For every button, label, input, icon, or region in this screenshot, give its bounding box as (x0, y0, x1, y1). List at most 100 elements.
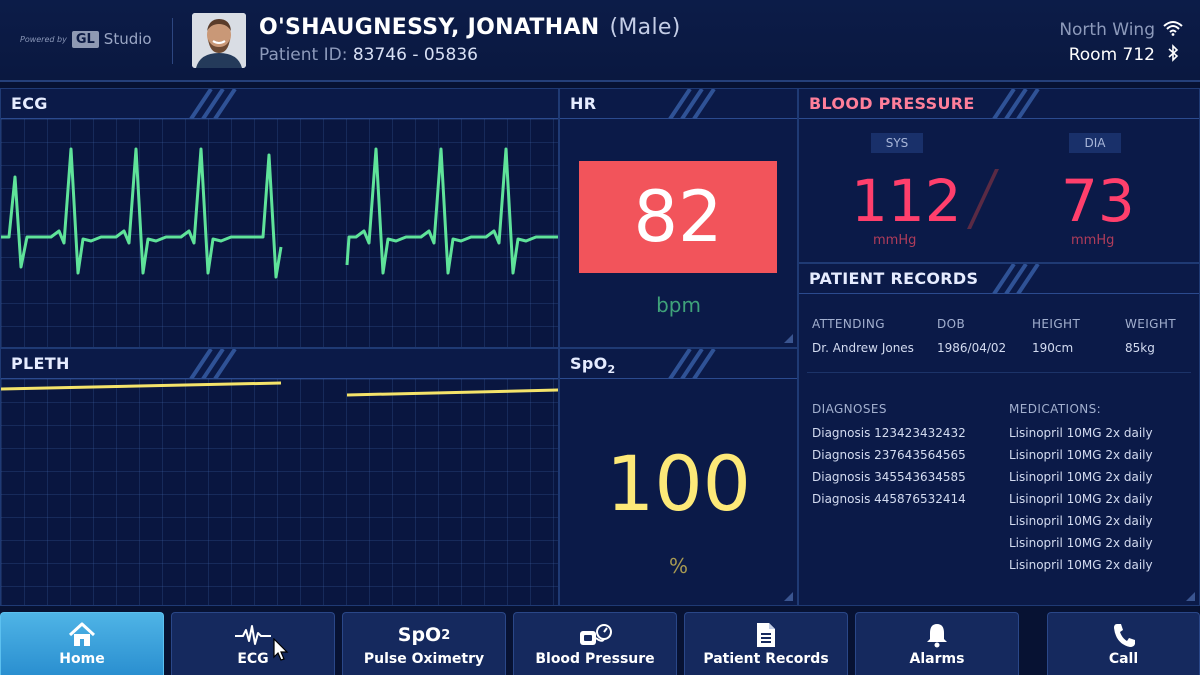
powered-by-text: Powered by (20, 34, 67, 44)
medication-item: Lisinopril 10MG 2x daily (1009, 492, 1153, 506)
patient-avatar (192, 13, 246, 68)
header-stripes-decoration (189, 89, 237, 119)
attending-value: Dr. Andrew Jones (812, 341, 914, 355)
attending-label: ATTENDING (812, 317, 885, 331)
nav-blood-pressure-label: Blood Pressure (535, 651, 655, 667)
patient-records-panel-title: PATIENT RECORDS (809, 269, 979, 288)
nav-pulse-oximetry-button[interactable]: SpO 2 Pulse Oximetry (342, 612, 506, 675)
spo2-title-subscript: 2 (607, 363, 616, 376)
dob-label: DOB (937, 317, 966, 331)
spo2-title-main: SpO (570, 354, 608, 373)
nav-call-label: Call (1108, 651, 1139, 667)
diagnoses-label: DIAGNOSES (812, 402, 887, 416)
header-stripes-decoration (668, 349, 716, 379)
nav-blood-pressure-button[interactable]: Blood Pressure (513, 612, 677, 675)
systolic-unit: mmHg (873, 233, 917, 248)
bluetooth-icon (1168, 44, 1179, 62)
patient-name-text: O'SHAUGNESSY, JONATHAN (259, 15, 600, 40)
hr-panel-header: HR (560, 89, 797, 119)
spo2-value: 100 (605, 439, 752, 528)
pleth-grid (1, 379, 558, 605)
pleth-waveform (1, 381, 558, 397)
spo2-panel-header: SpO2 (560, 349, 797, 379)
ecg-grid (1, 119, 558, 347)
spo2-icon: SpO 2 (398, 621, 450, 649)
gl-logo-mark: GL (71, 30, 99, 48)
pleth-panel-header: PLETH (1, 349, 558, 379)
location-wing: North Wing (1059, 20, 1155, 40)
bp-slash-divider (967, 169, 999, 229)
spo2-unit: % (668, 554, 688, 578)
header-stripes-decoration (992, 89, 1040, 119)
patient-id-value: 83746 - 05836 (352, 45, 478, 65)
medication-item: Lisinopril 10MG 2x daily (1009, 536, 1153, 550)
nav-patient-records-button[interactable]: Patient Records (684, 612, 848, 675)
dob-value: 1986/04/02 (937, 341, 1007, 355)
medication-item: Lisinopril 10MG 2x daily (1009, 426, 1153, 440)
ecg-panel-header: ECG (1, 89, 558, 119)
records-separator (807, 372, 1191, 373)
weight-label: WEIGHT (1125, 317, 1177, 331)
ecg-panel-title: ECG (11, 94, 48, 113)
spo2-icon-main: SpO (397, 624, 442, 646)
header-stripes-decoration (189, 349, 237, 379)
medication-item: Lisinopril 10MG 2x daily (1009, 470, 1153, 484)
blood-pressure-panel-title: BLOOD PRESSURE (809, 94, 975, 113)
diastolic-value: 73 (1061, 167, 1135, 235)
mouse-cursor-icon (273, 638, 289, 661)
powered-by-logo: Powered by GL Studio (20, 30, 152, 48)
spo2-icon-subscript: 2 (441, 627, 451, 643)
document-icon (756, 621, 776, 649)
medication-item: Lisinopril 10MG 2x daily (1009, 514, 1153, 528)
spo2-panel: SpO2 100 % (559, 348, 798, 606)
panel-corner-decoration (1186, 592, 1195, 601)
phone-icon (1112, 621, 1136, 649)
panel-corner-decoration (784, 592, 793, 601)
patient-records-panel-header: PATIENT RECORDS (799, 264, 1199, 294)
nav-home-label: Home (59, 651, 105, 667)
panel-corner-decoration (784, 334, 793, 343)
blood-pressure-panel-header: BLOOD PRESSURE (799, 89, 1199, 119)
blood-pressure-panel: BLOOD PRESSURE SYS 112 mmHg DIA 73 mmHg (798, 88, 1200, 263)
patient-sex: (Male) (609, 15, 681, 40)
weight-value: 85kg (1125, 341, 1155, 355)
spo2-panel-title: SpO2 (570, 354, 615, 376)
wifi-icon (1163, 21, 1183, 36)
patient-records-panel: PATIENT RECORDS ATTENDING Dr. Andrew Jon… (798, 263, 1200, 606)
systolic-label: SYS (871, 133, 923, 153)
header-bar: Powered by GL Studio O'SHAUGNESSY, JONAT… (0, 0, 1200, 82)
systolic-value: 112 (851, 167, 962, 235)
nav-call-button[interactable]: Call (1047, 612, 1200, 675)
diastolic-label: DIA (1069, 133, 1121, 153)
hr-panel-title: HR (570, 94, 597, 113)
hr-panel: HR 82 bpm (559, 88, 798, 348)
ecg-wave-icon (235, 621, 271, 649)
diagnosis-item: Diagnosis 237643564565 (812, 448, 966, 462)
header-stripes-decoration (668, 89, 716, 119)
nav-patient-records-label: Patient Records (703, 651, 829, 667)
heart-rate-unit: bpm (656, 293, 701, 317)
nav-ecg-label: ECG (237, 651, 269, 667)
blood-pressure-cuff-icon (578, 621, 612, 649)
studio-logo-text: Studio (103, 30, 152, 48)
nav-alarms-button[interactable]: Alarms (855, 612, 1019, 675)
home-icon (68, 621, 96, 649)
nav-ecg-button[interactable]: ECG (171, 612, 335, 675)
nav-home-button[interactable]: Home (0, 612, 164, 675)
pleth-panel: PLETH (0, 348, 559, 606)
medications-label: MEDICATIONS: (1009, 402, 1102, 416)
patient-id: Patient ID: 83746 - 05836 (259, 45, 478, 65)
heart-rate-value: 82 (579, 161, 777, 273)
patient-name: O'SHAUGNESSY, JONATHAN (Male) (259, 15, 681, 40)
diagnosis-item: Diagnosis 445876532414 (812, 492, 966, 506)
diastolic-unit: mmHg (1071, 233, 1115, 248)
ecg-waveform (1, 147, 558, 279)
medication-item: Lisinopril 10MG 2x daily (1009, 448, 1153, 462)
bell-icon (926, 621, 948, 649)
ecg-panel: ECG (0, 88, 559, 348)
medication-item: Lisinopril 10MG 2x daily (1009, 558, 1153, 572)
header-stripes-decoration (992, 264, 1040, 294)
patient-id-label: Patient ID: (259, 45, 348, 65)
diagnosis-item: Diagnosis 345543634585 (812, 470, 966, 484)
height-value: 190cm (1032, 341, 1074, 355)
